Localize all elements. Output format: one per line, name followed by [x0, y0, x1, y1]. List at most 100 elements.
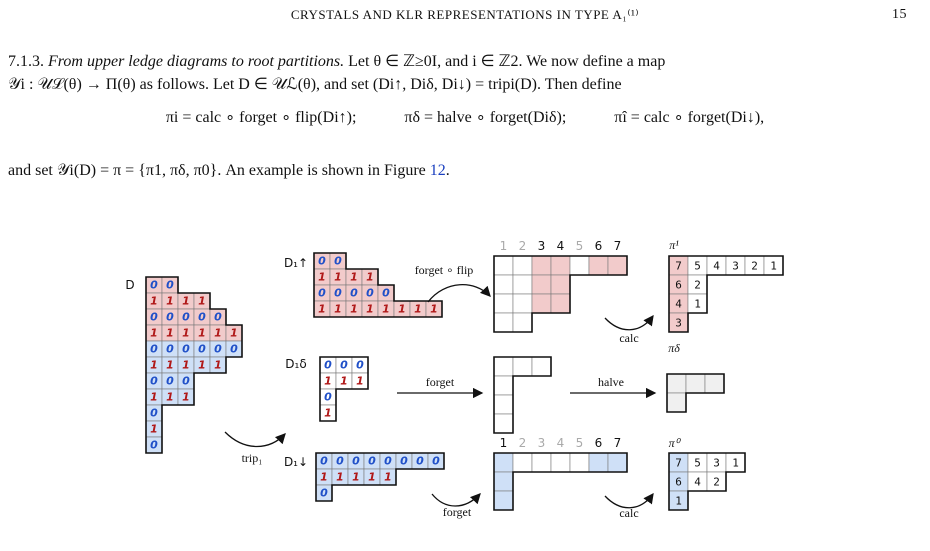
pi1-label: π¹ [669, 238, 679, 252]
forget-arrow-bottom [431, 493, 481, 507]
grid-top-cell [512, 274, 533, 295]
diagram-ddelta-outline [319, 356, 369, 422]
diagram-dup-bit: 1 [398, 303, 406, 316]
grid-top-cell [493, 274, 514, 295]
diagram-d-bit: 0 [182, 311, 190, 324]
diagram-ddown-bit: 1 [336, 471, 344, 484]
diagram-ddown-bit: 0 [336, 455, 344, 468]
diagram-d-bit: 0 [166, 311, 174, 324]
diagram-d-bit: 1 [198, 359, 206, 372]
bottom-column-number: 5 [576, 436, 584, 450]
section-number: 7.1.3. [8, 53, 44, 70]
grid-top-cell [493, 293, 514, 314]
grid-bottom-cell [493, 452, 514, 473]
diagram-d-outline [145, 276, 243, 454]
diagram-d-bit: 0 [166, 343, 174, 356]
diagram-d-bit: 0 [182, 375, 190, 388]
paragraph-line-2: 𝒴i : 𝒰ℒ(θ) → Π(θ) as follows. Let D ∈ 𝒰ℒ… [8, 76, 622, 93]
pi1-grid-value: 4 [713, 260, 720, 273]
top-column-number: 3 [538, 239, 546, 253]
diagram-ddown-bit: 0 [368, 455, 376, 468]
diagram-dup-bit: 0 [350, 287, 358, 300]
diagram-d-bit: 1 [150, 295, 158, 308]
diagram-d-bit: 0 [166, 375, 174, 388]
forget-label-bottom: forget [443, 505, 472, 519]
diagram-dup-bit: 1 [318, 271, 326, 284]
grid-top-cell [531, 274, 552, 295]
diagram-dup-bit: 0 [334, 287, 342, 300]
pi0-grid-value: 5 [694, 457, 701, 470]
grid-bottom-cell [550, 452, 571, 473]
grid-bottom-cell [493, 490, 514, 511]
top-column-number: 6 [595, 239, 603, 253]
diagram-dup-bit: 1 [350, 303, 358, 316]
diagram-d-bit: 0 [214, 311, 222, 324]
grid-top-cell [512, 312, 533, 333]
diagram-d-bit: 0 [198, 311, 206, 324]
diagram-ddelta-bit: 1 [324, 375, 332, 388]
top-column-number: 2 [519, 239, 527, 253]
grid-middle-cell [493, 375, 514, 396]
header-title: CRYSTALS AND KLR REPRESENTATIONS IN TYPE… [290, 7, 640, 22]
pidelta-label: πδ [668, 341, 680, 355]
grid-top-outline [493, 255, 628, 333]
grid-top-cell [493, 312, 514, 333]
diagram-ddown-bit: 1 [352, 471, 360, 484]
grid-top-cell [531, 255, 552, 276]
pidelta-grid-cell [704, 373, 725, 394]
pi1-grid-value: 4 [675, 298, 682, 311]
page-number: 15 [892, 7, 907, 22]
pi1-grid-value: 3 [675, 317, 682, 330]
trip-arrow [224, 431, 286, 447]
diagram-dup-bit: 0 [318, 255, 326, 268]
diagram-d-bit: 1 [182, 359, 190, 372]
forget-flip-label: forget ∘ flip [415, 263, 474, 277]
grid-top-cell [550, 274, 571, 295]
diagram-dup-bit: 1 [382, 303, 390, 316]
top-column-number: 5 [576, 239, 584, 253]
diagram-ddown-bit: 1 [320, 471, 328, 484]
equation-2: πδ = halve ∘ forget(Diδ); [404, 109, 567, 126]
trip-label: trip₁ [242, 451, 263, 465]
diagram-dup-bit: 1 [334, 271, 342, 284]
diagram-d-bit: 1 [230, 327, 238, 340]
forget-label-middle: forget [426, 375, 455, 389]
diagram-d-bit: 1 [150, 391, 158, 404]
grid-bottom-outline [493, 452, 628, 511]
diagram-dup-bit: 1 [334, 303, 342, 316]
pi0-grid-value: 1 [675, 495, 682, 508]
top-column-number: 4 [557, 239, 565, 253]
diagram-d-bit: 0 [198, 343, 206, 356]
diagram-ddelta-bit: 1 [340, 375, 348, 388]
diagram-d-bit: 1 [150, 423, 158, 436]
ddown-label: D₁↓ [284, 455, 308, 469]
diagram-d-bit: 0 [182, 343, 190, 356]
diagram-d-bit: 1 [166, 391, 174, 404]
diagram-ddelta-bit: 1 [324, 407, 332, 420]
grid-top-cell [588, 255, 609, 276]
grid-middle-cell [531, 356, 552, 377]
top-column-number: 1 [500, 239, 508, 253]
diagram-d-bit: 0 [214, 343, 222, 356]
diagram-d-bit: 1 [198, 295, 206, 308]
calc-label-bottom: calc [619, 506, 638, 520]
pi1-grid-value: 3 [732, 260, 739, 273]
diagram-d-bit: 1 [166, 359, 174, 372]
figure-reference-link[interactable]: 12 [429, 162, 446, 179]
diagram-dup-bit: 1 [414, 303, 422, 316]
diagram-ddown-bit: 0 [416, 455, 424, 468]
pi1-grid-value: 2 [751, 260, 758, 273]
sentence-end: . [445, 162, 450, 179]
grid-middle-cell [493, 394, 514, 415]
grid-top-cell [569, 255, 590, 276]
d-label: D [125, 278, 134, 292]
pi1-grid-outline [668, 255, 784, 333]
diagram-ddelta-bit: 0 [340, 359, 348, 372]
pi0-grid-value: 3 [713, 457, 720, 470]
diagram-ddown-bit: 0 [400, 455, 408, 468]
diagram-ddelta-bit: 0 [356, 359, 364, 372]
grid-middle-cell [512, 356, 533, 377]
pi0-grid-value: 4 [694, 476, 701, 489]
diagram-ddelta-bit: 0 [324, 359, 332, 372]
